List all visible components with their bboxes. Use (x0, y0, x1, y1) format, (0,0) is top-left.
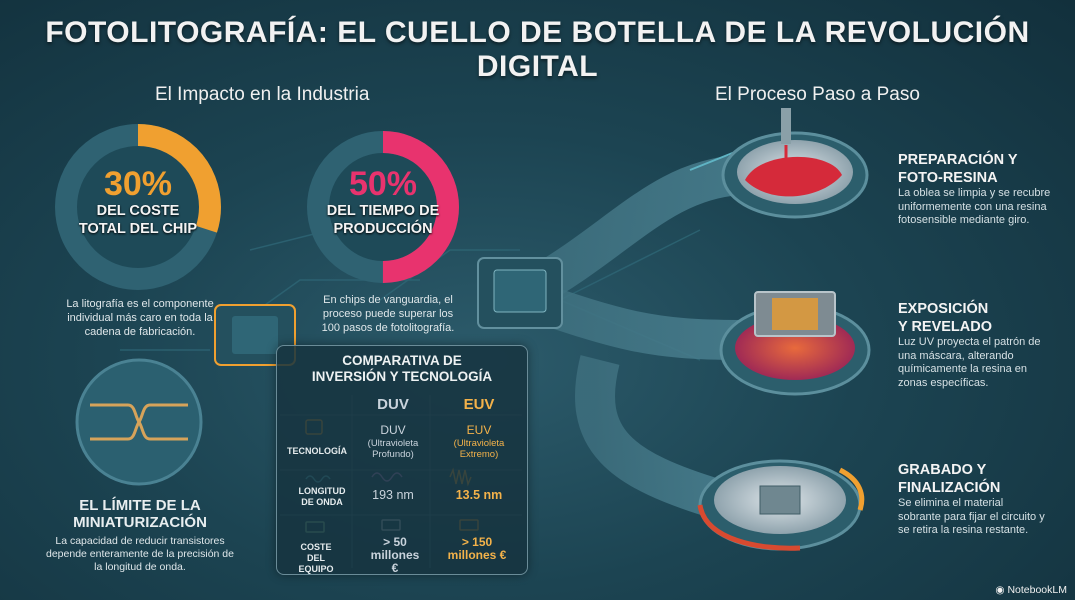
row-label-wavelength: LONGITUD DE ONDA (298, 486, 346, 507)
tech-duv-sub: (Ultravioleta Profundo) (367, 438, 419, 460)
cost-note: La litografía es el componente individua… (66, 298, 214, 338)
impact-heading: El Impacto en la Industria (155, 84, 370, 105)
cost-gauge (55, 124, 221, 290)
cost-duv: > 50 millones € (370, 535, 420, 575)
comparison-title: COMPARATIVA DE INVERSIÓN Y TECNOLOGÍA (277, 353, 527, 385)
cost-label-2: TOTAL DEL CHIP (78, 221, 198, 237)
time-note: En chips de vanguardia, el proceso puede… (321, 294, 455, 334)
wafer-etch-icon (697, 459, 865, 551)
row-label-tech: TECNOLOGÍA (287, 446, 347, 456)
step-3-title-2: FINALIZACIÓN (898, 480, 1001, 496)
time-gauge-text: 50% DEL TIEMPO DE PRODUCCIÓN (318, 166, 448, 238)
limit-heading-1: EL LÍMITE DE LA (79, 497, 201, 514)
tech-duv: DUV (380, 423, 406, 437)
step-2-desc: Luz UV proyecta el patrón de una máscara… (898, 336, 1041, 389)
wavelength-euv: 13.5 nm (455, 488, 503, 502)
comparison-table: COMPARATIVA DE INVERSIÓN Y TECNOLOGÍA DU… (276, 345, 528, 575)
notebook-icon: ◉ (995, 584, 1008, 596)
miniaturization-icon (75, 358, 203, 486)
step-1-desc: La oblea se limpia y se recubre uniforme… (898, 187, 1051, 226)
left-chip-icon (214, 304, 296, 366)
tech-euv-sub: (Ultravioleta Extremo) (453, 438, 505, 460)
wafer-coating-icon (721, 108, 869, 219)
step-2-title-2: Y REVELADO (898, 319, 993, 335)
row-label-cost: COSTE DEL EQUIPO (298, 542, 334, 574)
wavelength-duv: 193 nm (372, 488, 414, 502)
limit-note: La capacidad de reducir transistores dep… (46, 535, 234, 573)
limit-heading: EL LÍMITE DE LA MINIATURIZACIÓN (60, 497, 220, 531)
step-3: GRABADO Y FINALIZACIÓN Se elimina el mat… (898, 461, 1048, 538)
step-1-title-1: PREPARACIÓN Y (898, 152, 1018, 168)
col-header-euv: EUV (463, 396, 495, 413)
cost-gauge-text: 30% DEL COSTE TOTAL DEL CHIP (68, 166, 208, 238)
step-2-title-1: EXPOSICIÓN (898, 301, 989, 317)
cost-euv: > 150 millones € (447, 535, 507, 562)
limit-heading-2: MINIATURIZACIÓN (73, 514, 207, 531)
tech-euv: EUV (466, 423, 492, 437)
step-3-desc: Se elimina el material sobrante para fij… (898, 497, 1045, 536)
cost-percent: 30% (103, 165, 173, 203)
comparison-title-1: COMPARATIVA DE (342, 353, 462, 368)
central-chip-icon (477, 257, 563, 329)
col-header-duv: DUV (377, 396, 409, 413)
step-1-title-2: FOTO-RESINA (898, 170, 998, 186)
time-gauge (307, 131, 459, 283)
time-label-2: PRODUCCIÓN (333, 221, 433, 237)
step-3-title-1: GRABADO Y (898, 462, 987, 478)
time-percent: 50% (348, 165, 418, 203)
step-1: PREPARACIÓN Y FOTO-RESINA La oblea se li… (898, 151, 1068, 228)
page-title: FOTOLITOGRAFÍA: EL CUELLO DE BOTELLA DE … (45, 16, 1030, 83)
step-2: EXPOSICIÓN Y REVELADO Luz UV proyecta el… (898, 300, 1048, 390)
time-label-1: DEL TIEMPO DE (326, 203, 440, 219)
wafer-exposure-icon (719, 291, 871, 396)
brand-logo: ◉ NotebookLM (995, 584, 1067, 596)
brand-text: NotebookLM (1007, 584, 1067, 596)
process-heading: El Proceso Paso a Paso (715, 84, 920, 105)
comparison-title-2: INVERSIÓN Y TECNOLOGÍA (311, 369, 493, 384)
cost-label-1: DEL COSTE (96, 203, 180, 219)
